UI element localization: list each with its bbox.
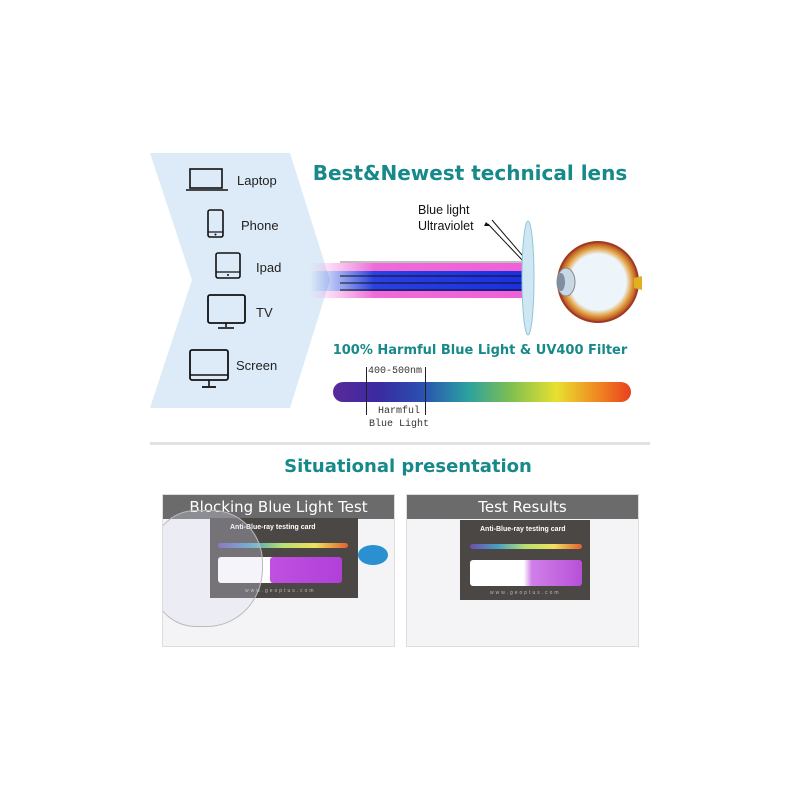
filter-title: 100% Harmful Blue Light & UV400 Filter — [332, 343, 628, 358]
tweezers-grip — [358, 545, 388, 565]
lens-title: Best&Newest technical lens — [312, 161, 628, 185]
range-marker-left — [366, 367, 367, 415]
spectrum-bar — [333, 382, 631, 402]
eye-illustration — [556, 241, 642, 323]
situational-title: Situational presentation — [284, 456, 532, 477]
ray-blue — [310, 271, 525, 291]
reflected-label-blue-light: Blue light — [418, 203, 470, 217]
device-label-laptop: Laptop — [237, 173, 277, 188]
monitor-icon — [189, 349, 229, 388]
spectrum-caption-1: Harmful — [377, 406, 420, 417]
lens-sample — [163, 510, 263, 627]
lens — [521, 220, 535, 336]
card-url: www.geoptus.com — [245, 588, 316, 594]
device-label-phone: Phone — [241, 218, 279, 233]
laptop-icon — [186, 168, 228, 191]
phone-icon — [207, 209, 224, 238]
test-results-panel: Test Results Anti-Blue-ray testing card … — [406, 494, 639, 647]
spectrum-caption-2: Blue Light — [368, 419, 429, 430]
ray-pink — [310, 263, 525, 271]
testing-card: Anti-Blue-ray testing card www.geoptus.c… — [460, 520, 590, 600]
blocking-test-panel: Blocking Blue Light Test Anti-Blue-ray t… — [162, 494, 395, 647]
tablet-icon — [215, 252, 241, 279]
section-divider — [150, 442, 650, 445]
card-title: Anti-Blue-ray testing card — [230, 524, 316, 531]
range-marker-right — [425, 367, 426, 415]
device-label-tv: TV — [256, 305, 273, 320]
spectrum-range-label: 400-500nm — [368, 366, 423, 377]
device-label-screen: Screen — [236, 358, 278, 373]
ray-pink — [310, 291, 525, 298]
reflected-label-ultraviolet: Ultraviolet — [418, 219, 474, 233]
card-url: www.geoptus.com — [490, 590, 561, 596]
device-label-ipad: Ipad — [256, 260, 282, 275]
card-title: Anti-Blue-ray testing card — [480, 526, 566, 533]
panel-header: Test Results — [407, 495, 638, 519]
tv-icon — [207, 294, 246, 329]
